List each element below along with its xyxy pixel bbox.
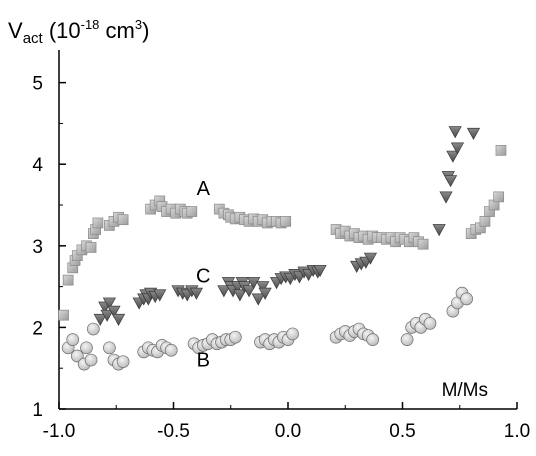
series-C [93, 126, 481, 326]
point-C [439, 191, 453, 204]
series-B [61, 286, 473, 371]
point-C [247, 277, 261, 290]
y-tick-label-2: 2 [32, 318, 43, 339]
point-C [93, 313, 107, 326]
point-C [242, 285, 256, 298]
point-C [153, 289, 167, 302]
point-C [446, 150, 460, 163]
point-B [80, 341, 93, 355]
point-C [313, 264, 327, 278]
point-A [85, 242, 97, 253]
point-A [58, 309, 69, 321]
x-tick-label-1: 1.0 [504, 421, 530, 442]
point-A [117, 214, 129, 226]
series-labels: A C B [196, 178, 211, 371]
point-A [493, 191, 505, 203]
point-B [228, 330, 242, 344]
point-B [70, 349, 84, 363]
point-B [66, 333, 80, 346]
point-A [479, 215, 491, 227]
point-A [62, 274, 74, 286]
point-A [92, 217, 104, 229]
y-axis-label: Vact (10-18 cm3) [8, 17, 149, 47]
point-B [164, 343, 178, 357]
point-C [444, 175, 458, 188]
point-B [423, 316, 437, 330]
point-C [189, 287, 203, 300]
point-A [280, 215, 292, 227]
point-B [286, 327, 299, 341]
point-C [363, 252, 378, 265]
point-C [251, 293, 265, 306]
point-C [450, 142, 465, 155]
point-C [217, 285, 231, 298]
x-tick-label-0.5: 0.5 [389, 421, 415, 442]
point-B [116, 355, 130, 369]
x-tick-label-0: 0.0 [275, 421, 301, 442]
point-C [102, 297, 116, 310]
series-label-C: C [196, 266, 210, 288]
point-B [460, 292, 473, 306]
y-tick-label-5: 5 [32, 74, 43, 95]
x-axis-inset-label: M/Ms [442, 380, 488, 401]
y-tick-label-1: 1 [32, 400, 43, 421]
point-B [86, 322, 100, 336]
series-A [58, 145, 507, 321]
x-tick-label--1: -1.0 [43, 421, 76, 442]
point-C [100, 309, 114, 322]
point-C [258, 287, 272, 300]
point-B [84, 353, 98, 367]
axes: 1 2 3 4 5 -1.0 -0.5 0.0 0.5 1.0 [32, 50, 530, 442]
point-B [400, 333, 414, 346]
series-label-A: A [197, 178, 211, 200]
point-C [256, 281, 270, 294]
point-A [417, 238, 429, 250]
y-tick-label-4: 4 [32, 155, 43, 176]
point-C [466, 127, 481, 140]
point-C [107, 305, 121, 318]
point-C [448, 126, 462, 139]
x-tick-label--0.5: -0.5 [157, 421, 190, 442]
point-C [111, 313, 126, 326]
series-label-B: B [197, 350, 210, 372]
point-C [432, 224, 446, 237]
point-C [233, 289, 247, 302]
data-marks [58, 126, 507, 371]
y-tick-label-3: 3 [32, 237, 43, 258]
point-B [103, 341, 116, 355]
point-B [366, 333, 380, 346]
point-A [186, 206, 198, 217]
point-A [495, 145, 507, 156]
